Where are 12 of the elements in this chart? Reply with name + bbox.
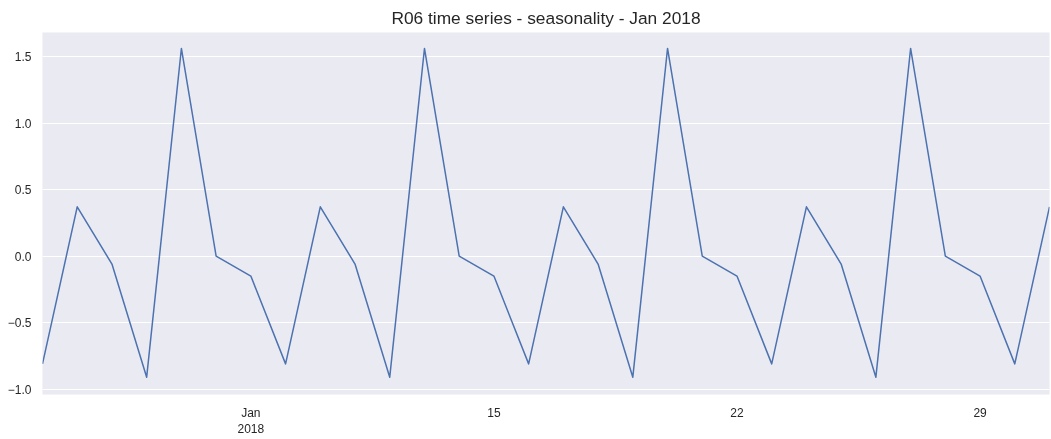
x-tick-label: Jan 2018 (237, 405, 265, 437)
y-tick-label: 1.5 (14, 49, 32, 64)
y-tick-label: 1.0 (14, 116, 32, 131)
y-tick-label: −0.5 (7, 316, 32, 331)
y-tick-label: 0.5 (14, 183, 32, 198)
x-tick-label: 29 (973, 405, 988, 420)
y-tick-label: −1.0 (7, 382, 32, 397)
x-tick-label: 15 (487, 405, 501, 420)
chart-title: R06 time series - seasonality - Jan 2018 (391, 7, 701, 28)
y-tick-label: 0.0 (14, 249, 32, 264)
x-tick-label: 22 (730, 405, 744, 420)
line-series (42, 47, 1050, 378)
